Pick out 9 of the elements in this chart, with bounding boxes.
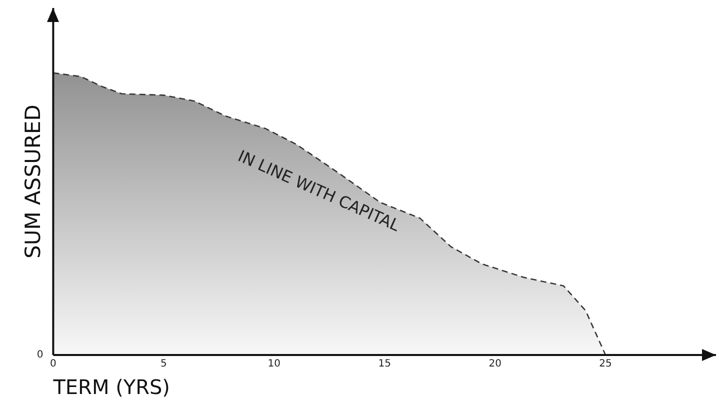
x-tick-label: 10 [268,358,280,370]
x-tick-label: 25 [599,358,612,370]
x-tick-label: 0 [50,358,56,370]
y-axis-title: SUM ASSURED [21,104,46,258]
x-axis-title: TERM (YRS) [52,375,170,400]
text: 0 [36,350,44,361]
x-tick-label: 15 [378,358,391,370]
x-tick-label: 5 [160,358,167,370]
x-tick-label: 20 [488,358,502,370]
